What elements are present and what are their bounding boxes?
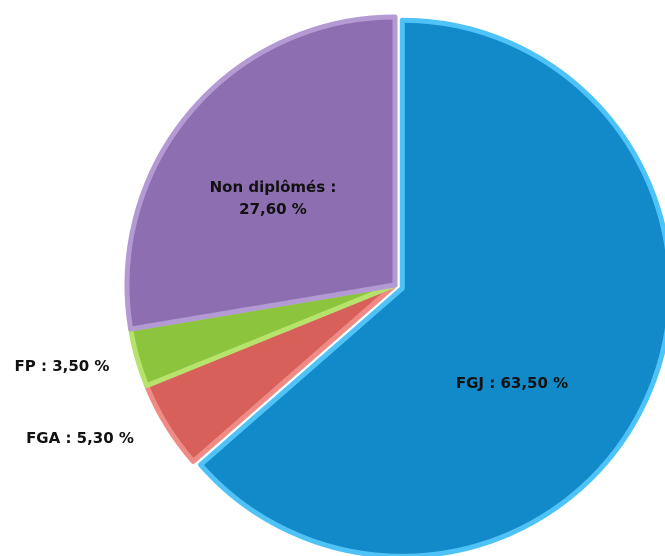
- data-label: FGA : 5,30 %: [26, 429, 134, 447]
- data-label: Non diplômés : 27,60 %: [209, 178, 337, 218]
- pie-slice: [124, 14, 398, 332]
- data-label: FGJ : 63,50 %: [455, 374, 569, 392]
- pie-slice: [198, 17, 665, 556]
- data-label: FP : 3,50 %: [14, 357, 110, 375]
